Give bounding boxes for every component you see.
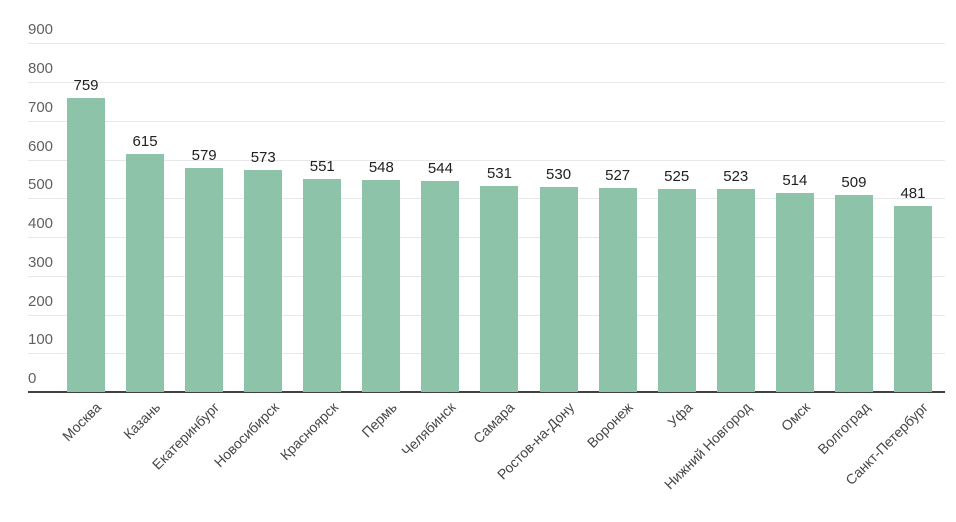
bar (834, 194, 873, 392)
bar-value-label: 579 (191, 146, 217, 164)
y-axis-tick-label: 100 (28, 331, 54, 349)
x-axis-category-label: Волгоград (813, 399, 873, 458)
bar (657, 188, 696, 392)
bar-value-label: 530 (546, 165, 572, 183)
y-axis-tick-label: 400 (28, 215, 54, 233)
y-axis-tick-label: 900 (28, 21, 54, 39)
bar (362, 179, 401, 392)
bar (421, 181, 460, 392)
bar-value-label: 525 (664, 167, 690, 185)
y-axis-tick-label: 200 (28, 292, 54, 310)
bar-value-label: 523 (723, 168, 749, 186)
y-axis-tick-label: 0 (28, 370, 37, 387)
bar (716, 189, 755, 392)
bar (185, 167, 224, 392)
x-axis-category-label: Казань (120, 399, 164, 443)
bar (126, 153, 165, 392)
bar (244, 170, 283, 392)
x-axis-category-label: Омск (778, 399, 814, 435)
bar (893, 205, 932, 392)
x-axis-category-label: Уфа (663, 399, 696, 431)
gridline (28, 120, 945, 122)
bar-value-label: 527 (605, 166, 631, 184)
gridline (28, 159, 945, 161)
bar (539, 186, 578, 392)
bar-value-label: 551 (309, 157, 335, 175)
bar-value-label: 615 (132, 132, 158, 150)
y-axis-tick-label: 800 (28, 60, 54, 78)
x-axis-category-label: Воронеж (584, 399, 636, 451)
x-axis-category-label: Красноярск (276, 399, 341, 464)
x-axis-category-label: Пермь (358, 399, 400, 441)
bar (67, 98, 105, 392)
x-axis-category-label: Москва (59, 399, 105, 445)
bar (303, 178, 342, 392)
bar (480, 186, 519, 392)
x-axis-category-label: Самара (470, 399, 518, 447)
bar-value-label: 531 (486, 165, 512, 183)
bar (598, 187, 637, 392)
bar-value-label: 509 (841, 173, 867, 191)
bar-value-label: 544 (427, 160, 453, 178)
y-axis-tick-label: 300 (28, 253, 54, 271)
bar-value-label: 759 (73, 77, 99, 94)
gridline (28, 82, 945, 84)
y-axis-tick-label: 500 (28, 176, 54, 194)
bar (775, 192, 814, 392)
bar-value-label: 481 (900, 184, 926, 202)
bar-value-label: 514 (782, 171, 808, 189)
x-axis-category-label: Челябинск (398, 399, 459, 460)
x-axis-line (28, 391, 945, 393)
gridline (28, 43, 945, 45)
y-axis-tick-label: 700 (28, 98, 54, 116)
bar-value-label: 548 (368, 158, 394, 176)
bar-value-label: 573 (250, 149, 276, 167)
y-axis-tick-label: 600 (28, 137, 54, 155)
